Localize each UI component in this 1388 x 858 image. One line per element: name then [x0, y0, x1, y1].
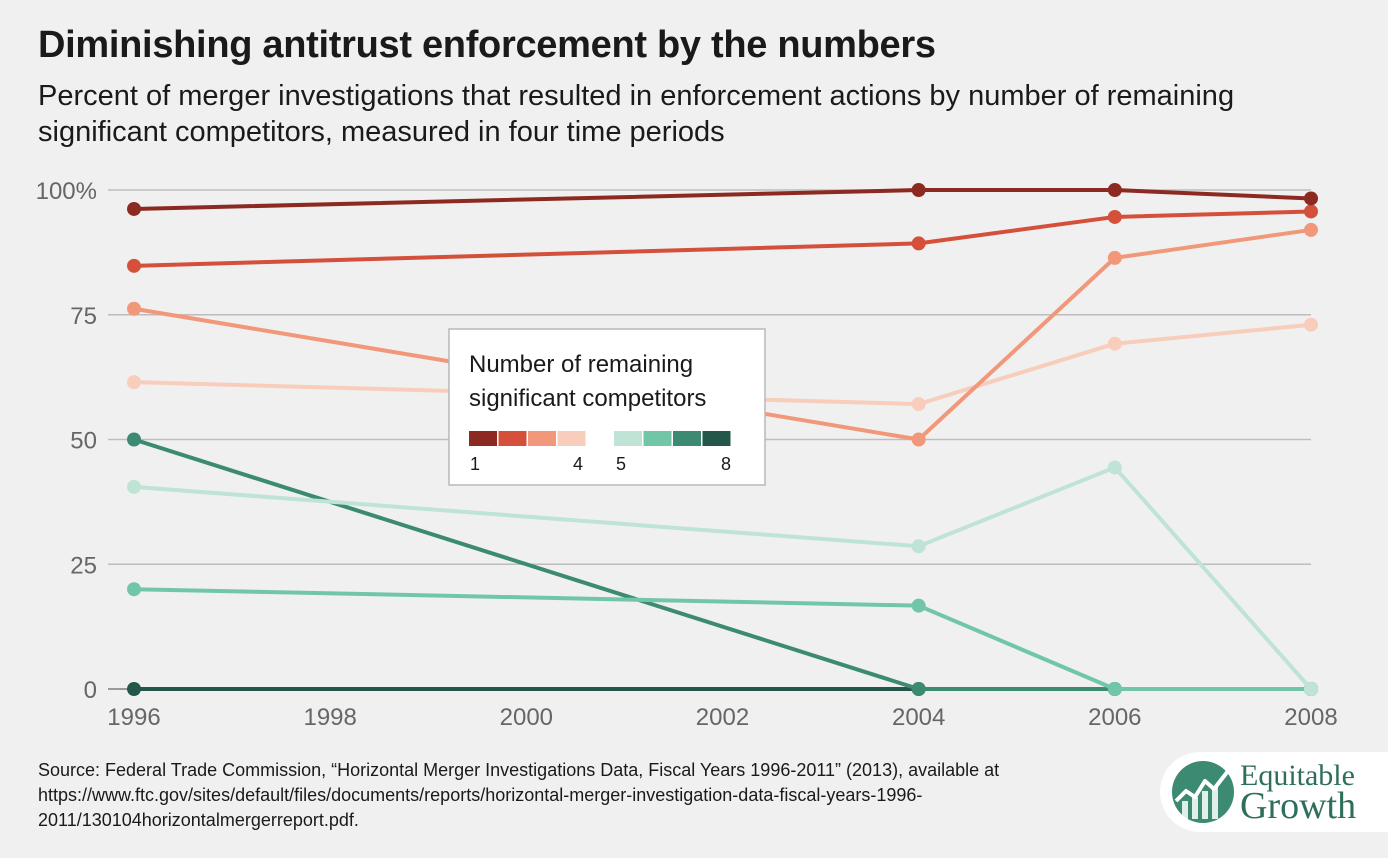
data-point [1107, 183, 1122, 197]
series-5 [127, 460, 1318, 696]
x-tick-label: 2000 [500, 704, 553, 731]
series-line [133, 188, 1312, 211]
data-point [911, 236, 926, 251]
data-point [127, 432, 141, 447]
data-point [911, 682, 926, 696]
y-tick-label: 75 [70, 303, 97, 330]
data-point [127, 375, 141, 390]
legend-swatch-8 [702, 431, 731, 446]
data-point [911, 432, 926, 447]
logo-icon [1172, 761, 1234, 823]
x-tick-label: 2002 [696, 704, 749, 731]
data-point [911, 598, 926, 613]
y-tick-label: 50 [70, 428, 97, 455]
logo-text: Equitable Growth [1240, 759, 1357, 827]
y-tick-label: 0 [84, 677, 97, 704]
legend-label-4: 4 [573, 454, 583, 474]
legend-swatch-1 [469, 431, 497, 446]
data-point [1107, 250, 1122, 265]
y-tick-label: 100% [36, 178, 97, 205]
equitable-growth-logo: Equitable Growth [1160, 752, 1388, 832]
chart-subtitle: Percent of merger investigations that re… [38, 80, 1235, 148]
data-point [1304, 682, 1318, 696]
data-point [1304, 222, 1318, 237]
x-tick-label: 2006 [1088, 704, 1141, 731]
data-point [127, 479, 141, 494]
data-point [127, 301, 141, 316]
y-tick-label: 25 [70, 552, 97, 579]
legend-title-line2: significant competitors [469, 385, 706, 412]
data-point [127, 258, 141, 273]
data-point [1304, 204, 1318, 219]
x-tick-label: 2008 [1284, 704, 1337, 731]
legend: Number of remaining significant competit… [448, 328, 766, 486]
legend-label-8: 8 [721, 454, 731, 474]
data-point [911, 539, 926, 554]
legend-swatch-4 [557, 431, 586, 446]
legend-swatch-2 [498, 431, 527, 446]
series-2 [127, 204, 1318, 273]
data-point [1107, 460, 1122, 475]
series-line [133, 209, 1312, 268]
data-point [127, 682, 141, 696]
logo-line1: Equitable [1240, 759, 1355, 792]
legend-box [448, 328, 766, 486]
y-axis-ticks: 0 25 50 75 100% [36, 178, 97, 704]
source-note: Source: Federal Trade Commission, “Horiz… [38, 760, 1000, 830]
series-6 [127, 582, 1318, 696]
data-point [1304, 191, 1318, 206]
legend-title-line1: Number of remaining [469, 351, 693, 378]
data-point [1304, 317, 1318, 332]
legend-label-5: 5 [616, 454, 626, 474]
legend-swatches [469, 431, 731, 446]
series-line [133, 465, 1313, 691]
data-point [127, 582, 141, 597]
legend-swatch-7 [673, 431, 701, 446]
legend-swatch-5 [614, 431, 642, 446]
x-tick-label: 2004 [892, 704, 945, 731]
series-line [133, 587, 1311, 691]
legend-swatch-3 [528, 431, 556, 446]
series-1 [127, 183, 1318, 216]
data-point [1107, 336, 1122, 351]
data-point [127, 201, 141, 216]
x-tick-label: 1996 [107, 704, 160, 731]
legend-label-1: 1 [470, 454, 480, 474]
logo-line2: Growth [1240, 785, 1357, 827]
data-point [1107, 682, 1122, 696]
line-chart: 0 25 50 75 100% 1996 1998 2000 2002 2004 2006 2008… [36, 178, 1338, 731]
chart-title: Diminishing antitrust enforcement by the… [38, 24, 936, 66]
data-point [911, 397, 926, 412]
data-point [911, 183, 926, 197]
data-point [1107, 209, 1122, 224]
legend-swatch-6 [643, 431, 672, 446]
x-tick-label: 1998 [303, 704, 356, 731]
x-axis-ticks: 1996 1998 2000 2002 2004 2006 2008 [107, 704, 1337, 731]
